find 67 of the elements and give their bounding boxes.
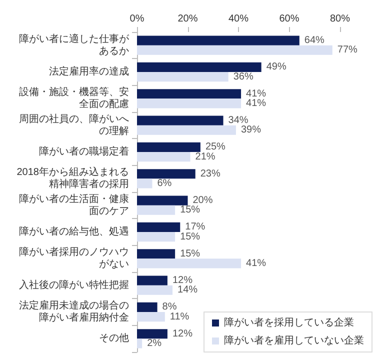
bar bbox=[137, 125, 236, 135]
bar bbox=[137, 116, 224, 126]
data-label: 23% bbox=[200, 168, 220, 180]
data-label: 8% bbox=[162, 302, 177, 313]
data-label: 11% bbox=[170, 311, 190, 322]
bar bbox=[137, 285, 173, 295]
bar bbox=[137, 232, 176, 242]
data-label: 2% bbox=[147, 338, 162, 349]
data-label: 15% bbox=[180, 248, 200, 260]
data-label: 34% bbox=[228, 115, 248, 126]
legend-label: 障がい者を雇用していない企業 bbox=[224, 334, 364, 346]
y-tick-label: 障がい者採用のノウハウがない bbox=[19, 246, 129, 270]
bar bbox=[137, 222, 180, 232]
y-tick-label: 設備・施設・機器等、安全面の配慮 bbox=[19, 86, 129, 110]
y-tick-label: 周囲の社員の、障がいへの理解 bbox=[19, 112, 129, 137]
data-label: 41% bbox=[246, 258, 266, 269]
data-label: 14% bbox=[178, 284, 198, 296]
y-tick-label: 障がい者の生活面・健康面のケア bbox=[19, 192, 129, 217]
y-tick-label: 法定雇用率の達成 bbox=[49, 66, 129, 78]
data-label: 17% bbox=[185, 222, 206, 233]
data-label: 20% bbox=[192, 195, 213, 206]
y-tick-label: 2018年から組み込まれる精神障害者の採用 bbox=[16, 166, 129, 190]
data-label: 15% bbox=[180, 204, 200, 216]
y-tick-label: 法定雇用未達成の場合の障がい者雇用納付金 bbox=[19, 300, 129, 324]
y-tick-label: 入社後の障がい特性把握 bbox=[19, 278, 129, 291]
y-tick-label: その他 bbox=[99, 332, 129, 344]
bar bbox=[137, 45, 332, 55]
data-label: 6% bbox=[157, 178, 172, 189]
data-label: 12% bbox=[172, 328, 193, 340]
bar bbox=[137, 178, 152, 188]
data-label: 25% bbox=[205, 142, 226, 153]
x-tick-label: 0% bbox=[130, 14, 144, 24]
bar bbox=[137, 249, 176, 259]
data-label: 12% bbox=[172, 275, 193, 286]
bar bbox=[137, 36, 300, 46]
bar bbox=[137, 312, 165, 322]
bar bbox=[137, 98, 242, 108]
bar bbox=[137, 89, 242, 99]
bar bbox=[137, 152, 190, 162]
bar bbox=[137, 258, 242, 268]
x-tick-label: 20% bbox=[178, 14, 198, 24]
bar bbox=[137, 142, 200, 152]
data-label: 39% bbox=[240, 124, 262, 136]
data-label: 15% bbox=[180, 231, 200, 242]
bar bbox=[137, 169, 196, 179]
legend-label: 障がい者を採用している企業 bbox=[224, 316, 354, 328]
y-tick-label: 障がい者の職場定着 bbox=[39, 146, 129, 158]
data-label: 77% bbox=[337, 44, 358, 56]
data-label: 41% bbox=[246, 88, 266, 100]
bar bbox=[137, 62, 262, 72]
y-tick-label: 障がい者に適した仕事があるか bbox=[19, 32, 130, 57]
bar bbox=[137, 302, 158, 312]
x-tick-label: 80% bbox=[330, 14, 350, 24]
data-label: 21% bbox=[195, 151, 216, 162]
data-label: 41% bbox=[246, 98, 266, 109]
bar bbox=[137, 338, 142, 348]
data-label: 36% bbox=[233, 71, 254, 82]
bar bbox=[137, 205, 176, 215]
y-tick-label: 障がい者の給与他、処遇 bbox=[19, 226, 129, 238]
bar bbox=[137, 196, 188, 206]
bar bbox=[137, 329, 168, 339]
data-label: 64% bbox=[304, 35, 325, 46]
data-label: 49% bbox=[266, 62, 286, 73]
x-tick-label: 60% bbox=[279, 14, 300, 24]
bar bbox=[137, 72, 228, 82]
bar bbox=[137, 276, 168, 286]
x-tick-label: 40% bbox=[228, 14, 249, 24]
